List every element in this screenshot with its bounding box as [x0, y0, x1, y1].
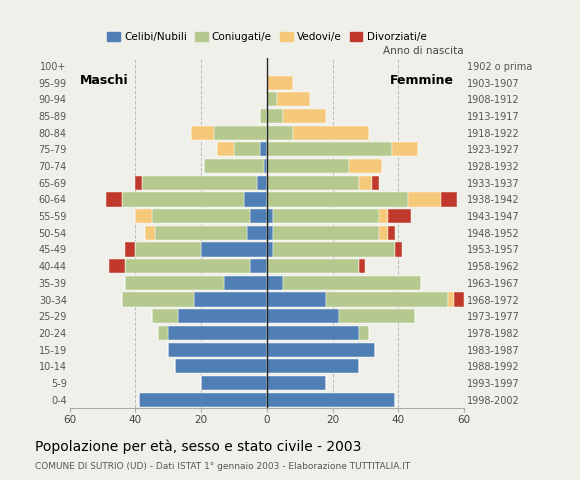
Bar	[145, 226, 155, 240]
Bar	[267, 159, 349, 173]
Bar	[277, 92, 310, 107]
Bar	[267, 326, 359, 340]
Bar	[349, 159, 382, 173]
Bar	[158, 326, 168, 340]
Bar	[109, 259, 125, 273]
Bar	[244, 192, 267, 206]
Bar	[273, 209, 379, 223]
Bar	[267, 276, 283, 290]
Bar	[267, 292, 326, 307]
Bar	[122, 292, 194, 307]
Bar	[194, 292, 267, 307]
Bar	[273, 242, 395, 257]
Bar	[135, 176, 142, 190]
Bar	[267, 75, 293, 90]
Bar	[251, 209, 267, 223]
Bar	[267, 142, 392, 156]
Text: COMUNE DI SUTRIO (UD) - Dati ISTAT 1° gennaio 2003 - Elaborazione TUTTITALIA.IT: COMUNE DI SUTRIO (UD) - Dati ISTAT 1° ge…	[35, 462, 410, 471]
Bar	[326, 292, 448, 307]
Bar	[267, 259, 359, 273]
Bar	[152, 209, 251, 223]
Bar	[234, 142, 260, 156]
Bar	[293, 126, 369, 140]
Bar	[379, 209, 389, 223]
Bar	[106, 192, 122, 206]
Bar	[389, 209, 411, 223]
Bar	[267, 192, 408, 206]
Bar	[168, 326, 267, 340]
Bar	[267, 393, 395, 407]
Bar	[441, 192, 458, 206]
Bar	[139, 393, 267, 407]
Bar	[260, 142, 267, 156]
Bar	[155, 226, 247, 240]
Bar	[283, 109, 326, 123]
Bar	[178, 309, 267, 324]
Bar	[257, 176, 267, 190]
Bar	[263, 159, 267, 173]
Bar	[267, 92, 277, 107]
Bar	[379, 226, 389, 240]
Bar	[372, 176, 379, 190]
Bar	[135, 209, 152, 223]
Bar	[267, 126, 293, 140]
Bar	[267, 376, 326, 390]
Bar	[267, 343, 375, 357]
Bar	[359, 259, 365, 273]
Bar	[273, 226, 379, 240]
Text: Femmine: Femmine	[390, 74, 454, 87]
Bar	[125, 259, 251, 273]
Bar	[359, 176, 372, 190]
Bar	[339, 309, 415, 324]
Bar	[214, 126, 267, 140]
Bar	[392, 142, 418, 156]
Bar	[168, 343, 267, 357]
Text: Popolazione per età, sesso e stato civile - 2003: Popolazione per età, sesso e stato civil…	[35, 439, 361, 454]
Bar	[267, 242, 273, 257]
Text: Anno di nascita: Anno di nascita	[383, 46, 464, 56]
Bar	[251, 259, 267, 273]
Bar	[267, 176, 359, 190]
Bar	[448, 292, 454, 307]
Bar	[125, 242, 135, 257]
Bar	[454, 292, 464, 307]
Bar	[191, 126, 214, 140]
Bar	[175, 359, 267, 373]
Bar	[247, 226, 267, 240]
Bar	[283, 276, 421, 290]
Bar	[267, 226, 273, 240]
Bar	[395, 242, 401, 257]
Legend: Celibi/Nubili, Coniugati/e, Vedovi/e, Divorziati/e: Celibi/Nubili, Coniugati/e, Vedovi/e, Di…	[103, 28, 430, 46]
Bar	[267, 309, 339, 324]
Bar	[201, 376, 267, 390]
Bar	[122, 192, 244, 206]
Bar	[135, 242, 201, 257]
Bar	[389, 226, 395, 240]
Bar	[152, 309, 178, 324]
Bar	[125, 276, 224, 290]
Bar	[201, 242, 267, 257]
Bar	[267, 359, 359, 373]
Bar	[260, 109, 267, 123]
Text: Maschi: Maschi	[79, 74, 128, 87]
Bar	[267, 209, 273, 223]
Bar	[142, 176, 257, 190]
Bar	[218, 142, 234, 156]
Bar	[408, 192, 441, 206]
Bar	[224, 276, 267, 290]
Bar	[267, 109, 283, 123]
Bar	[359, 326, 369, 340]
Bar	[204, 159, 263, 173]
